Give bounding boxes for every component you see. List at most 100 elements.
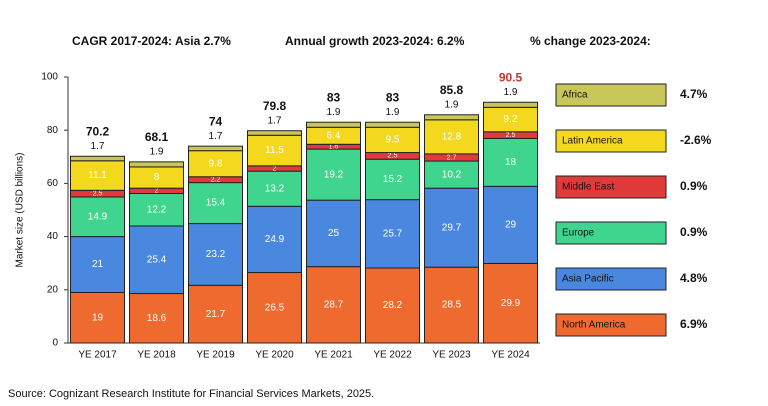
y-axis-label: Market size (USD billions) — [15, 152, 26, 267]
legend-label: Middle East — [562, 182, 614, 193]
segment-label: 11.5 — [265, 145, 284, 156]
total-label: 70.2 — [86, 124, 110, 138]
bar-segment — [247, 205, 302, 274]
bar-segment — [424, 160, 479, 189]
legend-swatch — [555, 83, 667, 107]
x-tick-label: YE 2019 — [196, 350, 235, 361]
x-tick-label: YE 2020 — [255, 350, 294, 361]
growth-label: 0.9% — [680, 179, 708, 193]
bar-segment — [70, 236, 125, 293]
top-segment-label: 1.7 — [91, 141, 105, 152]
segment-label: 9.8 — [209, 158, 223, 169]
bar-segment — [424, 114, 479, 121]
top-segment-label: 1.7 — [209, 131, 223, 142]
bar-segment — [483, 185, 538, 264]
bar-segment — [70, 196, 125, 238]
segment-label: 29 — [505, 220, 517, 231]
total-label: 79.8 — [263, 99, 287, 113]
bar-segment — [188, 182, 243, 225]
bar-segment — [424, 187, 479, 268]
total-label: 74 — [209, 114, 223, 128]
legend-label: Europe — [562, 228, 595, 239]
bar-segment — [365, 121, 420, 128]
legend-swatch — [555, 175, 667, 199]
segment-label: 18.6 — [147, 313, 167, 324]
bar-segment — [70, 160, 125, 191]
x-tick-label: YE 2018 — [137, 350, 176, 361]
bar-segment — [483, 137, 538, 187]
segment-label: 21 — [92, 259, 104, 270]
total-label: 68.1 — [145, 130, 169, 144]
x-tick-label: YE 2017 — [78, 350, 117, 361]
legend-swatch — [555, 221, 667, 245]
segment-label: 19.2 — [324, 169, 344, 180]
top-segment-label: 1.9 — [445, 99, 459, 110]
y-tick-label: 60 — [47, 178, 59, 189]
legend-swatch — [555, 267, 667, 291]
segment-label: 2.2 — [211, 177, 221, 184]
bar-segment — [188, 223, 243, 286]
segment-label: 13.2 — [265, 183, 285, 194]
header: % change 2023-2024: — [530, 34, 651, 48]
source: Source: Cognizant Research Institute for… — [8, 388, 374, 400]
segment-label: 14.9 — [88, 211, 108, 222]
legend-swatch — [555, 129, 667, 153]
top-segment-label: 1.7 — [268, 115, 282, 126]
growth-label: 4.8% — [680, 271, 708, 285]
segment-label: 15.4 — [206, 198, 226, 209]
total-label: 85.8 — [440, 83, 464, 97]
segment-label: 28.2 — [383, 300, 403, 311]
segment-label: 10.2 — [442, 169, 462, 180]
bar-segment — [306, 199, 361, 268]
bar-segment — [306, 121, 361, 128]
segment-label: 8 — [154, 172, 160, 183]
segment-label: 12.2 — [147, 204, 167, 215]
bar-segment — [188, 145, 243, 152]
header: CAGR 2017-2024: Asia 2.7% — [72, 34, 231, 48]
segment-label: 2 — [273, 165, 277, 172]
top-segment-label: 1.9 — [504, 87, 518, 98]
growth-label: 4.7% — [680, 87, 708, 101]
total-label: 90.5 — [499, 70, 523, 84]
bar-segment — [365, 158, 420, 201]
top-segment-label: 1.9 — [150, 146, 164, 157]
legend-label: Latin America — [562, 136, 623, 147]
bar-segment — [247, 272, 302, 344]
segment-label: 2.7 — [447, 154, 457, 161]
y-tick-label: 20 — [47, 284, 59, 295]
header: Annual growth 2023-2024: 6.2% — [285, 34, 465, 48]
bar-segment — [188, 284, 243, 344]
total-label: 83 — [386, 90, 400, 104]
segment-label: 25.7 — [383, 228, 403, 239]
segment-label: 2.5 — [93, 190, 103, 197]
bar-segment — [70, 155, 125, 162]
segment-label: 6.4 — [327, 130, 341, 141]
bar-segment — [129, 225, 184, 295]
segment-label: 25.4 — [147, 254, 167, 265]
segment-label: 9.5 — [386, 135, 400, 146]
x-tick-label: YE 2021 — [314, 350, 353, 361]
bar-segment — [247, 134, 302, 167]
segment-label: 11.1 — [88, 170, 107, 181]
segment-label: 28.7 — [324, 299, 344, 310]
x-tick-label: YE 2023 — [432, 350, 471, 361]
segment-label: 29.9 — [501, 298, 521, 309]
segment-label: 2.5 — [506, 132, 516, 139]
growth-label: 0.9% — [680, 225, 708, 239]
segment-label: 12.8 — [442, 131, 462, 142]
segment-label: 2 — [155, 188, 159, 195]
segment-label: 25 — [328, 228, 340, 239]
bar-segment — [483, 106, 538, 133]
segment-label: 18 — [505, 157, 517, 168]
bar-segment — [129, 293, 184, 344]
bar-segment — [129, 193, 184, 227]
bar-segment — [129, 161, 184, 168]
top-segment-label: 1.9 — [327, 107, 341, 118]
segment-label: 21.7 — [206, 309, 226, 320]
bar-segment — [424, 119, 479, 155]
y-tick-label: 40 — [47, 231, 59, 242]
bar-segment — [483, 101, 538, 108]
segment-label: 26.5 — [265, 302, 285, 313]
growth-label: 6.9% — [680, 317, 708, 331]
